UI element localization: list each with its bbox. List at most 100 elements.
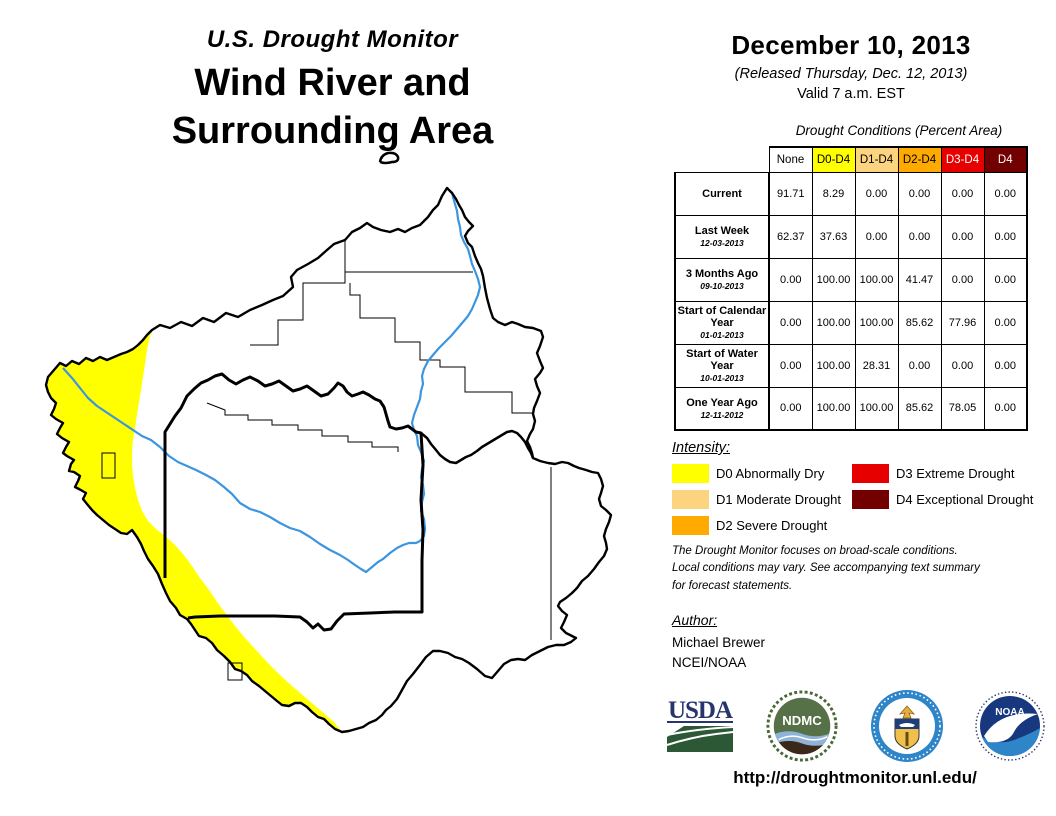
- table-row: Last Week 12-03-2013 62.37 37.63 0.00 0.0…: [674, 214, 1028, 259]
- usda-underline: [667, 721, 733, 723]
- legend-label: D3 Extreme Drought: [896, 466, 1015, 481]
- disclaimer-text: The Drought Monitor focuses on broad-sca…: [672, 543, 1040, 595]
- table-title: Drought Conditions (Percent Area): [795, 123, 1003, 138]
- column-header-d0-d4: D0-D4: [811, 146, 856, 173]
- table-cell: 100.00: [811, 386, 856, 431]
- release-note: (Released Thursday, Dec. 12, 2013): [734, 66, 968, 82]
- ndmc-soil-band: [774, 741, 831, 755]
- d3-swatch: [852, 464, 889, 483]
- report-title-block: U.S. Drought Monitor Wind River and Surr…: [110, 26, 555, 156]
- row-label: Last Week 12-03-2013: [674, 214, 770, 259]
- table-row: One Year Ago 12-11-2012 0.00 100.00 100.0…: [674, 386, 1028, 431]
- drought-map: [44, 151, 613, 734]
- legend-column-left: D0 Abnormally Dry D1 Moderate Drought D2…: [672, 464, 1048, 535]
- table-cell: 8.29: [811, 171, 856, 216]
- droughtmonitor-link[interactable]: http://droughtmonitor.unl.edu/: [733, 768, 977, 787]
- table-cell: 0.00: [940, 214, 985, 259]
- table-cell: 100.00: [854, 300, 899, 345]
- legend-item-d2: D2 Severe Drought: [672, 516, 1048, 535]
- row-label: One Year Ago 12-11-2012: [674, 386, 770, 431]
- valid-note: Valid 7 a.m. EST: [797, 86, 905, 102]
- noaa-gull: [983, 713, 1038, 743]
- table-row: Start of Water Year 10-01-2013 0.00 100.0…: [674, 343, 1028, 388]
- column-header-d4: D4: [983, 146, 1028, 173]
- table-cell: 85.62: [897, 386, 942, 431]
- d0-region: [46, 330, 342, 732]
- column-header-d1-d4: D1-D4: [854, 146, 899, 173]
- row-label: Start of Water Year 10-01-2013: [674, 343, 770, 388]
- legend-label: D2 Severe Drought: [716, 518, 828, 533]
- report-date-block: December 10, 2013 (Released Thursday, De…: [700, 30, 1002, 102]
- usda-wordmark: USDA: [668, 697, 733, 724]
- river-path: [62, 191, 482, 574]
- row-date: 12-03-2013: [700, 238, 744, 248]
- table-cell: 0.00: [768, 257, 813, 302]
- table-cell: 62.37: [768, 214, 813, 259]
- legend-label: D0 Abnormally Dry: [716, 466, 825, 481]
- page-title-line2: Surrounding Area: [171, 109, 494, 152]
- author-heading: Author:: [672, 612, 718, 628]
- table-cell: 0.00: [897, 343, 942, 388]
- table-cell: 91.71: [768, 171, 813, 216]
- legend-item-d0: D0 Abnormally Dry: [672, 464, 1048, 483]
- drought-conditions-table: None D0-D4 D1-D4 D2-D4 D3-D4 D4 Current …: [674, 146, 1028, 431]
- agency-logos: USDA NDMC: [664, 688, 1046, 764]
- row-label: Start of Calendar Year 01-01-2013: [674, 300, 770, 345]
- table-cell: 28.31: [854, 343, 899, 388]
- table-cell: 77.96: [940, 300, 985, 345]
- table-row: Current 91.71 8.29 0.00 0.00 0.00 0.00: [674, 171, 1028, 216]
- footer-url: http://droughtmonitor.unl.edu/: [664, 768, 1046, 788]
- sub-basin-boundary-path: [420, 429, 535, 465]
- column-header-d3-d4: D3-D4: [940, 146, 985, 173]
- table-cell: 0.00: [854, 171, 899, 216]
- ndmc-water-band: [774, 731, 831, 747]
- intensity-legend: Intensity: D0 Abnormally Dry D1 Moderate…: [672, 440, 1048, 542]
- table-cell: 37.63: [811, 214, 856, 259]
- row-label: Current: [674, 171, 770, 216]
- legend-label: D1 Moderate Drought: [716, 492, 842, 507]
- table-cell: 0.00: [983, 300, 1028, 345]
- table-cell: 41.47: [897, 257, 942, 302]
- table-cell: 100.00: [854, 257, 899, 302]
- table-cell: 0.00: [983, 386, 1028, 431]
- county-lines: [101, 240, 552, 681]
- noaa-wordmark: NOAA: [995, 707, 1024, 718]
- table-cell: 0.00: [983, 257, 1028, 302]
- table-row: 3 Months Ago 09-10-2013 0.00 100.00 100.0…: [674, 257, 1028, 302]
- table-header-spacer: [675, 147, 769, 172]
- legend-title: Intensity:: [672, 440, 731, 456]
- d1-swatch: [672, 490, 709, 509]
- table-cell: 100.00: [811, 343, 856, 388]
- table-header-row: None D0-D4 D1-D4 D2-D4 D3-D4 D4: [675, 146, 1028, 173]
- legend-column-right: D3 Extreme Drought D4 Exceptional Drough…: [852, 464, 1033, 516]
- usda-logo: USDA: [666, 697, 734, 752]
- table-cell: 0.00: [940, 257, 985, 302]
- table-cell: 85.62: [897, 300, 942, 345]
- author-org: NCEI/NOAA: [672, 655, 747, 670]
- author-name: Michael Brewer: [672, 635, 766, 650]
- table-cell: 0.00: [940, 171, 985, 216]
- author-block: Author: Michael Brewer NCEI/NOAA: [672, 612, 765, 670]
- row-date: 09-10-2013: [700, 281, 744, 291]
- d4-swatch: [852, 490, 889, 509]
- table-cell: 0.00: [897, 171, 942, 216]
- d0-swatch: [672, 464, 709, 483]
- table-cell: 0.00: [854, 214, 899, 259]
- table-cell: 0.00: [897, 214, 942, 259]
- disclaimer-line: Local conditions may vary. See accompany…: [672, 562, 980, 575]
- report-kicker: U.S. Drought Monitor: [206, 26, 459, 53]
- column-header-d2-d4: D2-D4: [897, 146, 942, 173]
- legend-item-d4: D4 Exceptional Drought: [852, 490, 1033, 509]
- watershed-boundary-path: [44, 186, 613, 734]
- noaa-logo: NOAA: [974, 691, 1045, 761]
- row-date: 12-11-2012: [700, 409, 744, 420]
- legend-label: D4 Exceptional Drought: [896, 492, 1034, 507]
- map-detail-mark: [378, 151, 400, 165]
- row-label: 3 Months Ago 09-10-2013: [674, 257, 770, 302]
- table-row: Start of Calendar Year 01-01-2013 0.00 10…: [674, 300, 1028, 345]
- report-date: December 10, 2013: [731, 30, 971, 60]
- disclaimer-line: The Drought Monitor focuses on broad-sca…: [672, 545, 958, 557]
- table-cell: 0.00: [768, 343, 813, 388]
- column-header-none: None: [768, 146, 813, 173]
